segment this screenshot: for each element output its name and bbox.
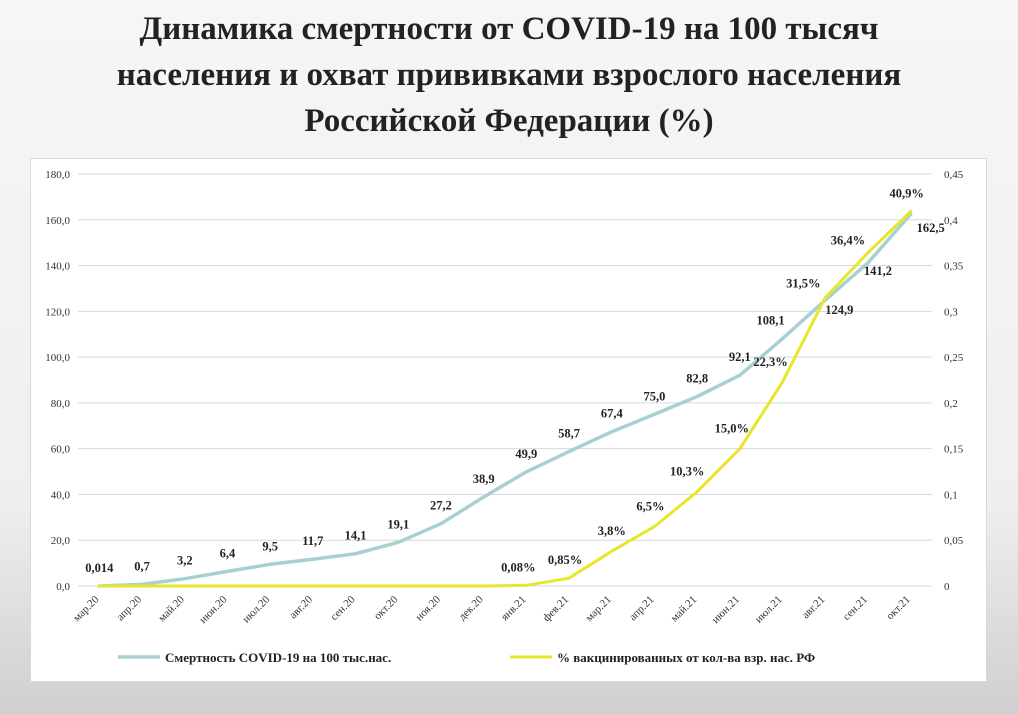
vaccination-data-label: 22,3% <box>753 355 787 369</box>
y-right-tick-label: 0,25 <box>944 352 964 364</box>
x-tick-label: май.21 <box>669 594 700 625</box>
vaccination-data-label: 0,85% <box>548 553 582 567</box>
y-right-tick-label: 0,3 <box>944 306 958 318</box>
mortality-data-label: 0,7 <box>134 559 150 573</box>
x-tick-label: мар.20 <box>71 593 102 624</box>
mortality-data-label: 0,014 <box>85 561 114 575</box>
vaccination-data-label: 31,5% <box>786 277 820 291</box>
chart-area <box>30 158 987 682</box>
y-right-tick-label: 0,15 <box>944 444 964 456</box>
y-right-tick-label: 0,45 <box>944 169 964 181</box>
x-tick-label: янв.21 <box>499 594 529 624</box>
mortality-data-label: 58,7 <box>558 427 580 441</box>
y-left-tick-label: 80,0 <box>51 398 71 410</box>
y-right-tick-label: 0,05 <box>944 535 964 547</box>
vaccination-data-label: 40,9% <box>889 187 923 201</box>
x-tick-label: сен.20 <box>328 593 358 623</box>
x-tick-label: авг.21 <box>800 594 828 622</box>
mortality-data-label: 141,2 <box>864 264 892 278</box>
mortality-data-label: 108,1 <box>756 314 784 328</box>
mortality-data-label: 6,4 <box>220 546 236 560</box>
y-left-tick-label: 180,0 <box>45 169 70 181</box>
y-left-tick-label: 0,0 <box>56 581 70 593</box>
vaccination-data-label: 15,0% <box>715 422 749 436</box>
title-line-3: Российской Федерации (%) <box>304 103 714 139</box>
legend-label-mortality: Смертность COVID-19 на 100 тыс.нас. <box>165 650 391 665</box>
mortality-data-label: 11,7 <box>302 534 323 548</box>
x-tick-label: июл.21 <box>753 594 785 626</box>
chart-title: Динамика смертности от COVID-19 на 100 т… <box>0 6 1018 144</box>
mortality-data-label: 82,8 <box>686 371 708 385</box>
mortality-data-label: 49,9 <box>515 447 537 461</box>
x-tick-label: июн.20 <box>197 593 230 626</box>
y-left-tick-label: 100,0 <box>45 352 70 364</box>
x-tick-label: авг.20 <box>287 593 315 621</box>
mortality-data-label: 3,2 <box>177 554 193 568</box>
x-tick-label: окт.20 <box>372 593 401 622</box>
mortality-data-label: 38,9 <box>473 472 495 486</box>
x-tick-label: июн.21 <box>710 594 742 626</box>
y-right-tick-label: 0,35 <box>944 261 964 273</box>
title-line-1: Динамика смертности от COVID-19 на 100 т… <box>139 11 879 47</box>
x-tick-label: апр.21 <box>627 594 657 624</box>
mortality-data-label: 9,5 <box>262 539 278 553</box>
x-tick-label: май.20 <box>156 593 187 624</box>
x-tick-label: апр.20 <box>115 593 145 623</box>
x-tick-label: сен.21 <box>841 594 870 623</box>
y-left-tick-label: 160,0 <box>45 215 70 227</box>
title-line-2: населения и охват прививками взрослого н… <box>116 57 902 93</box>
vaccination-line <box>97 210 913 588</box>
y-right-tick-label: 0,1 <box>944 489 958 501</box>
vaccination-data-label: 10,3% <box>670 465 704 479</box>
y-left-tick-label: 40,0 <box>51 489 71 501</box>
vaccination-data-label: 36,4% <box>831 234 865 248</box>
y-left-tick-label: 140,0 <box>45 261 70 273</box>
x-tick-label: фев.21 <box>541 594 571 624</box>
y-left-tick-label: 60,0 <box>51 444 71 456</box>
mortality-data-label: 162,5 <box>917 221 945 235</box>
x-tick-label: июл.20 <box>240 593 272 625</box>
vaccination-data-label: 0,08% <box>501 560 535 574</box>
mortality-data-label: 75,0 <box>644 389 666 403</box>
mortality-data-label: 92,1 <box>729 350 751 364</box>
legend-label-vaccination: % вакцинированных от кол-ва взр. нас. РФ <box>557 650 815 665</box>
x-tick-label: ноя.20 <box>413 593 443 623</box>
x-tick-label: окт.21 <box>884 594 913 623</box>
y-right-tick-label: 0 <box>944 581 950 593</box>
x-tick-label: мар.21 <box>583 594 613 624</box>
y-right-tick-label: 0,2 <box>944 398 958 410</box>
vaccination-data-label: 3,8% <box>598 524 626 538</box>
x-tick-label: дек.20 <box>456 593 486 623</box>
y-right-tick-label: 0,4 <box>944 215 958 227</box>
vaccination-data-label: 6,5% <box>636 499 664 513</box>
y-left-tick-label: 120,0 <box>45 306 70 318</box>
mortality-data-label: 124,9 <box>825 303 853 317</box>
mortality-line <box>97 212 913 588</box>
mortality-data-label: 27,2 <box>430 499 452 513</box>
mortality-data-label: 14,1 <box>345 529 367 543</box>
y-left-tick-label: 20,0 <box>51 535 71 547</box>
mortality-data-label: 19,1 <box>387 517 409 531</box>
mortality-data-label: 67,4 <box>601 407 624 421</box>
